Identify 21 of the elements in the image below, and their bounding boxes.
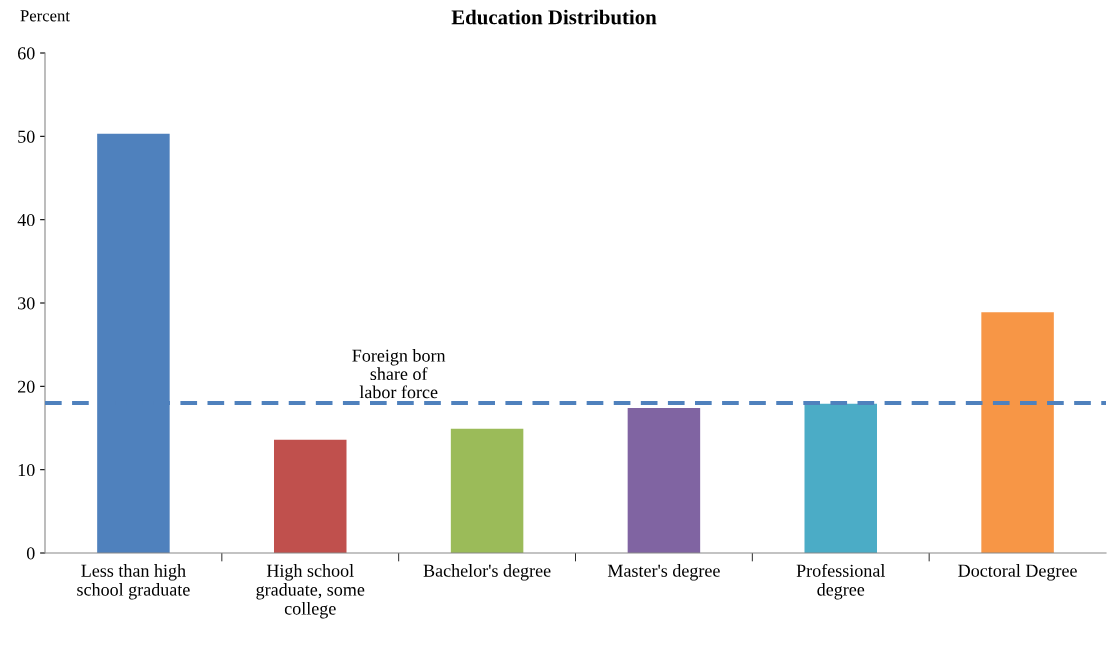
y-tick-label: 10 bbox=[18, 463, 35, 477]
x-tick-label: Bachelor's degree bbox=[423, 564, 551, 581]
x-tick-label: Master's degree bbox=[607, 564, 720, 581]
x-tick-label: High school graduate, some college bbox=[256, 564, 365, 619]
chart-title: Education Distribution bbox=[451, 9, 657, 25]
bar bbox=[274, 439, 347, 553]
ref-line-label: Foreign born share of labor force bbox=[352, 349, 446, 399]
y-tick-label: 40 bbox=[17, 213, 35, 227]
x-tick-label: Doctoral Degree bbox=[958, 564, 1077, 581]
bar bbox=[450, 428, 524, 553]
bar bbox=[804, 403, 877, 553]
y-axis-title: Percent bbox=[20, 10, 70, 22]
x-tick-label: Professional degree bbox=[796, 563, 886, 600]
bar bbox=[627, 408, 701, 553]
x-tick-label: Less than high school graduate bbox=[77, 564, 190, 600]
y-tick-label: 50 bbox=[18, 130, 35, 143]
y-tick-label: 0 bbox=[26, 547, 35, 560]
y-tick-label: 20 bbox=[18, 380, 35, 393]
bar bbox=[981, 312, 1054, 553]
y-tick-label: 30 bbox=[18, 297, 35, 310]
y-tick-label: 60 bbox=[18, 47, 35, 60]
